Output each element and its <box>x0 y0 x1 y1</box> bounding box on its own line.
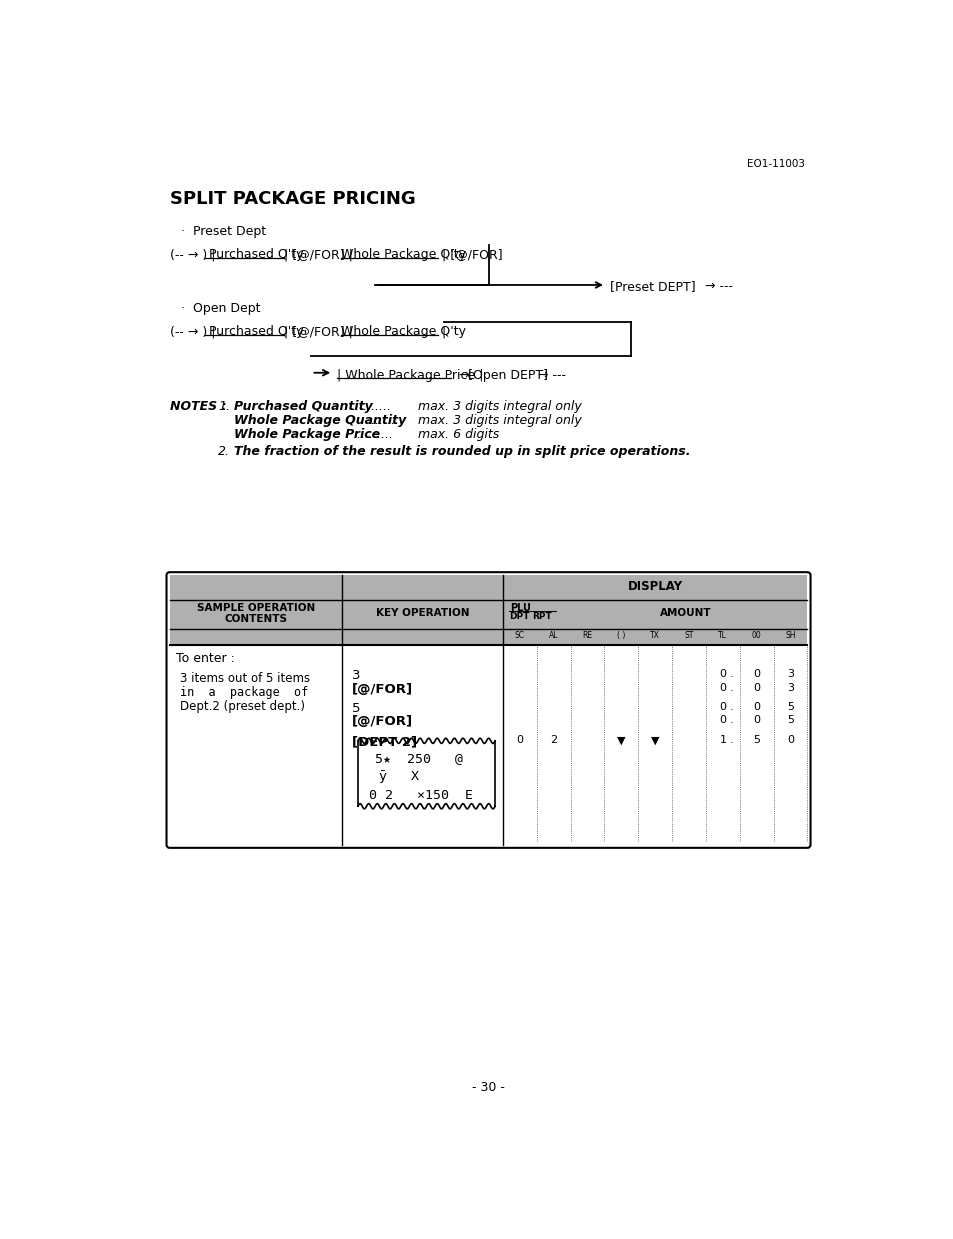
Text: ·  Open Dept: · Open Dept <box>181 302 260 315</box>
Text: 3: 3 <box>352 669 360 683</box>
Bar <box>170 644 806 845</box>
Text: 0: 0 <box>753 683 760 693</box>
Text: .: . <box>729 701 732 711</box>
Text: 1: 1 <box>719 736 725 746</box>
Text: 5★  250   @: 5★ 250 @ <box>375 752 462 764</box>
Text: RPT: RPT <box>532 612 552 621</box>
Text: SC: SC <box>515 631 524 639</box>
Text: [@/FOR]: [@/FOR] <box>352 715 413 729</box>
Text: 1.: 1. <box>218 400 231 414</box>
Text: DISPLAY: DISPLAY <box>627 580 682 593</box>
Text: Purchased Q'ty: Purchased Q'ty <box>205 248 307 261</box>
Text: Whole Package Q'ty: Whole Package Q'ty <box>340 248 465 261</box>
Text: ·  Preset Dept: · Preset Dept <box>181 225 266 238</box>
Text: 2.: 2. <box>218 445 231 458</box>
Text: .......: ....... <box>367 414 395 427</box>
Text: | Whole Package Price |: | Whole Package Price | <box>336 369 483 382</box>
Text: 3: 3 <box>786 669 793 679</box>
Text: 0: 0 <box>719 715 725 725</box>
Text: in  a  package  of: in a package of <box>180 686 309 699</box>
Text: DPT: DPT <box>509 612 529 621</box>
Text: 0: 0 <box>753 669 760 679</box>
Text: 0: 0 <box>786 736 793 746</box>
Text: (-- → ) |: (-- → ) | <box>170 248 214 261</box>
Text: AL: AL <box>548 631 558 639</box>
Text: 0: 0 <box>719 701 725 711</box>
Text: - 30 -: - 30 - <box>472 1082 505 1094</box>
Text: max. 3 digits integral only: max. 3 digits integral only <box>417 400 580 414</box>
Text: ..........: .......... <box>353 429 393 441</box>
Text: [Open DEPT]: [Open DEPT] <box>468 369 547 382</box>
Text: 3: 3 <box>786 683 793 693</box>
Text: TL: TL <box>718 631 726 639</box>
Text: .: . <box>729 715 732 725</box>
Text: ▼: ▼ <box>650 736 659 746</box>
Text: 0 2   ×150  E: 0 2 ×150 E <box>369 788 473 802</box>
Text: [DEPT 2]: [DEPT 2] <box>352 736 416 748</box>
Text: max. 6 digits: max. 6 digits <box>417 429 498 441</box>
Text: 00: 00 <box>751 631 760 639</box>
Text: 0: 0 <box>753 715 760 725</box>
Text: → ---: → --- <box>696 280 732 294</box>
Text: 0: 0 <box>719 683 725 693</box>
Text: SH: SH <box>784 631 795 639</box>
Text: .: . <box>729 669 732 679</box>
Text: Dept.2 (preset dept.): Dept.2 (preset dept.) <box>180 700 305 712</box>
Text: max. 3 digits integral only: max. 3 digits integral only <box>417 414 580 427</box>
Text: 5: 5 <box>786 715 793 725</box>
Text: ST: ST <box>683 631 693 639</box>
Text: CONTENTS: CONTENTS <box>224 613 287 623</box>
Bar <box>170 575 806 644</box>
Text: 5: 5 <box>753 736 760 746</box>
Text: →: → <box>450 369 473 382</box>
Text: AMOUNT: AMOUNT <box>659 607 711 617</box>
Text: TX: TX <box>650 631 659 639</box>
Text: → ---: → --- <box>530 369 565 382</box>
Text: .: . <box>729 736 732 746</box>
Text: ȳ   X: ȳ X <box>378 771 418 783</box>
Text: KEY OPERATION: KEY OPERATION <box>375 608 469 618</box>
Text: To enter :: To enter : <box>175 652 234 665</box>
Text: Purchased Quantity: Purchased Quantity <box>233 400 373 414</box>
Text: 0: 0 <box>516 736 523 746</box>
Text: [@/FOR]: [@/FOR] <box>352 683 413 696</box>
Text: .: . <box>729 683 732 693</box>
Text: |: | <box>437 325 445 338</box>
Text: NOTES :: NOTES : <box>170 400 226 414</box>
Text: PLU: PLU <box>510 603 531 613</box>
Text: | [@/FOR] |: | [@/FOR] | <box>284 325 356 338</box>
Text: ▼: ▼ <box>617 736 625 746</box>
Text: 2: 2 <box>550 736 557 746</box>
Text: 0: 0 <box>753 701 760 711</box>
Text: The fraction of the result is rounded up in split price operations.: The fraction of the result is rounded up… <box>233 445 690 458</box>
Text: 5: 5 <box>786 701 793 711</box>
Text: | [@/FOR] |: | [@/FOR] | <box>284 248 356 261</box>
Text: [Preset DEPT]: [Preset DEPT] <box>609 280 695 294</box>
Text: SPLIT PACKAGE PRICING: SPLIT PACKAGE PRICING <box>170 191 415 208</box>
Text: ..........: .......... <box>352 400 392 414</box>
Text: EO1-11003: EO1-11003 <box>746 160 804 170</box>
Text: Whole Package Q'ty: Whole Package Q'ty <box>340 325 465 338</box>
Text: 5: 5 <box>352 701 360 715</box>
Text: Whole Package Price: Whole Package Price <box>233 429 379 441</box>
Text: | [@/FOR]: | [@/FOR] <box>437 248 502 261</box>
Text: RE: RE <box>581 631 592 639</box>
Text: ( ): ( ) <box>617 631 625 639</box>
Text: (-- → ) |: (-- → ) | <box>170 325 214 338</box>
Text: Purchased Q'ty: Purchased Q'ty <box>205 325 307 338</box>
Text: SAMPLE OPERATION: SAMPLE OPERATION <box>196 603 314 613</box>
Text: Whole Package Quantity: Whole Package Quantity <box>233 414 406 427</box>
Text: 0: 0 <box>719 669 725 679</box>
Text: 3 items out of 5 items: 3 items out of 5 items <box>180 673 311 685</box>
